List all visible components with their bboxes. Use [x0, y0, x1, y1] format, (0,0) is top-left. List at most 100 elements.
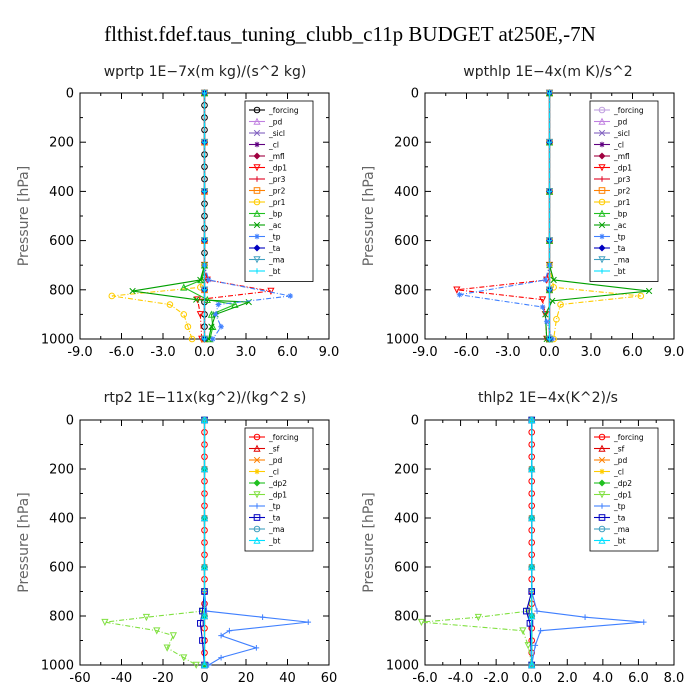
data-point-tp — [456, 291, 463, 298]
legend-entry: _pr1 — [268, 198, 286, 207]
y-tick-label: 0 — [66, 414, 74, 429]
legend-box — [589, 100, 659, 282]
data-point-dp1 — [453, 286, 461, 294]
panel-title: thlp2 1E−4x(K^2)/s — [478, 390, 618, 406]
legend-entry: _bt — [268, 536, 281, 545]
data-point-pr1 — [637, 292, 645, 300]
data-point-bt — [546, 188, 553, 195]
data-point-bt — [201, 287, 208, 293]
legend-entry: _tp — [268, 502, 281, 511]
x-tick-label: 60 — [321, 671, 338, 686]
legend-marker — [253, 491, 261, 499]
data-point-bt — [528, 612, 536, 620]
figure-title: flthist.fdef.taus_tuning_clubb_c11p BUDG… — [104, 22, 596, 46]
x-tick-label: -3.0 — [150, 345, 175, 360]
legend: _forcing _sf _pd _cl _dp2 _dp1 _tp _ta _ma _bt — [589, 427, 659, 552]
legend-entry: _bt — [268, 267, 281, 276]
series-line-tp — [459, 93, 553, 340]
data-point-tp — [305, 619, 312, 625]
legend-entry: _ac — [613, 221, 626, 230]
y-tick-label: 600 — [49, 561, 74, 576]
data-point-bt — [546, 139, 553, 145]
legend-entry: _dp1 — [613, 163, 632, 172]
legend: _forcing _pd _sicl _cl _mfl _dp1 _pr3 _pr2 _pr1 _… — [244, 100, 314, 282]
x-tick-label: -6.0 — [109, 345, 134, 360]
data-point-dp1 — [538, 296, 547, 304]
data-point-dp1 — [142, 613, 151, 622]
y-tick-label: 1000 — [41, 333, 74, 348]
x-tick-label: 3.0 — [236, 345, 257, 360]
y-tick-label: 400 — [49, 185, 74, 200]
x-tick-label: 0.0 — [521, 671, 542, 686]
chart-panel-4: thlp2 1E−4x(K^2)/s Pressure [hPa] 0 200 400 6… — [361, 390, 684, 686]
data-point-dp1 — [519, 627, 527, 635]
legend-entry: _dp1 — [613, 490, 632, 499]
data-point-bt — [201, 90, 208, 96]
data-point-tp — [287, 293, 294, 299]
data-point-ac — [645, 287, 653, 295]
legend-marker — [253, 198, 261, 206]
data-point-bt — [201, 336, 208, 342]
x-tick-label: 2.0 — [557, 671, 578, 686]
data-point-tp — [226, 627, 233, 634]
data-point-pr1 — [557, 301, 564, 308]
y-tick-label: 200 — [49, 463, 74, 478]
legend-marker — [253, 244, 261, 252]
data-point-ac — [197, 276, 204, 284]
legend-marker — [253, 256, 261, 264]
data-point-tp — [205, 277, 212, 283]
panel-title: wprtp 1E−7x(m kg)/(s^2 kg) — [104, 64, 307, 80]
legend-marker — [253, 433, 261, 441]
legend-marker — [598, 514, 606, 521]
data-point-ac — [129, 287, 136, 295]
x-tick-label: 6.0 — [622, 345, 643, 360]
legend-marker — [253, 479, 261, 487]
data-point-bp — [180, 283, 188, 291]
data-point-bt — [200, 612, 209, 620]
x-tick-label: 9.0 — [319, 345, 340, 360]
series-group — [453, 89, 653, 343]
x-tick-label: -2.0 — [483, 671, 508, 686]
data-point-tp — [218, 323, 224, 330]
x-tick-label: 8.0 — [664, 671, 685, 686]
chart-panel-1: wprtp 1E−7x(m kg)/(s^2 kg) Pressure [hPa]… — [16, 64, 339, 360]
series-line-tp — [203, 93, 291, 340]
legend-marker — [598, 129, 606, 137]
data-point-bt — [200, 563, 209, 571]
data-point-pr1 — [180, 311, 188, 318]
x-tick-label: -9.0 — [412, 345, 437, 360]
legend-entry: _pr2 — [268, 186, 286, 195]
data-point-bt — [200, 514, 209, 522]
data-point-bt — [528, 514, 536, 522]
legend-entry: _ma — [613, 255, 630, 264]
data-point-pr1 — [108, 292, 116, 300]
data-point-tp — [539, 304, 546, 310]
legend-marker — [254, 233, 260, 240]
legend-entry: _pd — [268, 117, 283, 126]
y-tick-label: 200 — [394, 136, 419, 151]
x-tick-label: -20 — [152, 671, 173, 686]
legend-marker — [254, 176, 260, 182]
data-point-tp — [218, 654, 224, 661]
data-point-dp1 — [101, 618, 109, 627]
legend-entry: _cl — [613, 140, 624, 149]
data-point-tp — [640, 619, 647, 625]
series-group — [417, 416, 647, 669]
legend-entry: _tp — [268, 232, 281, 241]
legend-marker — [253, 117, 261, 125]
y-tick-label: 400 — [394, 185, 419, 200]
legend-marker — [598, 117, 606, 125]
legend-entry: _ta — [613, 513, 625, 522]
legend-entry: _forcing — [268, 106, 299, 115]
legend-entry: _sf — [613, 444, 625, 453]
x-tick-label: -6.0 — [454, 345, 479, 360]
legend-box — [244, 100, 314, 282]
panel-title: wpthlp 1E−4x(m K)/s^2 — [463, 64, 632, 80]
legend-entry: _pd — [613, 456, 628, 465]
x-tick-label: 3.0 — [581, 345, 602, 360]
x-tick-label: -9.0 — [67, 345, 92, 360]
data-point-tp — [543, 318, 550, 325]
legend-marker — [253, 129, 261, 137]
data-point-bt — [528, 661, 536, 669]
